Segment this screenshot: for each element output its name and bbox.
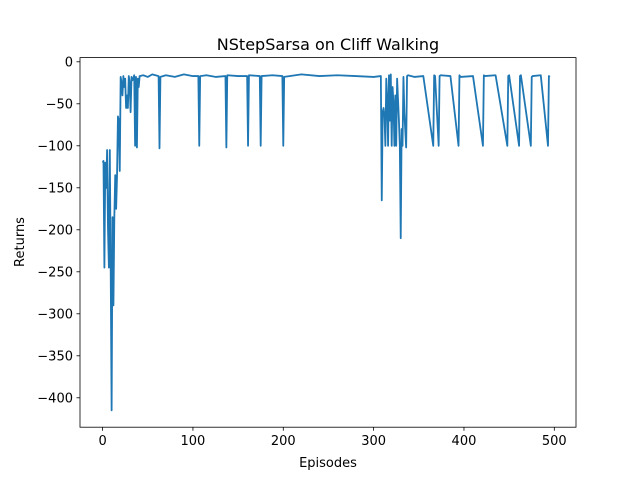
y-axis-label: Returns (13, 217, 28, 267)
y-tick-label: −250 (37, 265, 73, 280)
chart-title: NStepSarsa on Cliff Walking (217, 35, 439, 54)
x-tick-label: 400 (452, 434, 477, 449)
x-axis-label: Episodes (299, 456, 357, 471)
x-tick-label: 0 (98, 434, 106, 449)
y-tick-label: −100 (37, 139, 73, 154)
x-tick-label: 100 (181, 434, 206, 449)
y-tick-label: −50 (46, 97, 73, 112)
x-tick-label: 200 (271, 434, 296, 449)
plot-frame (79, 57, 577, 428)
x-tick-label: 300 (361, 434, 386, 449)
y-tick-label: −150 (37, 181, 73, 196)
y-tick-label: −400 (37, 391, 73, 406)
y-tick-label: −300 (37, 307, 73, 322)
data-line (101, 73, 551, 412)
y-tick-label: −200 (37, 223, 73, 238)
y-tick-label: 0 (65, 55, 73, 70)
x-tick-label: 500 (542, 434, 567, 449)
y-tick-label: −350 (37, 349, 73, 364)
